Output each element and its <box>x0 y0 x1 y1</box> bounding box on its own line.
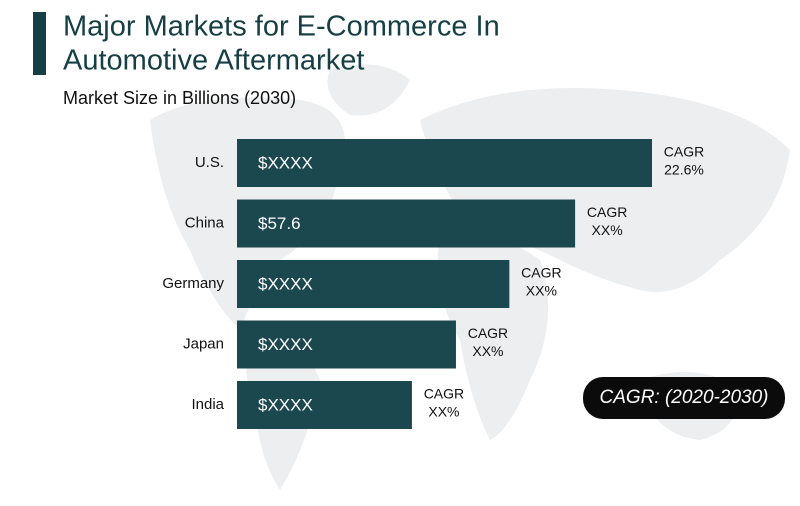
cagr-heading: CAGR <box>424 386 464 402</box>
category-label: U.S. <box>195 154 224 171</box>
bar <box>237 320 456 369</box>
chart-title: Automotive Aftermarket <box>63 45 364 77</box>
cagr-heading: CAGR <box>521 265 561 281</box>
category-label: Germany <box>162 275 224 292</box>
cagr-heading: CAGR <box>468 325 508 341</box>
cagr-heading: CAGR <box>587 204 627 220</box>
value-label: $XXXX <box>258 395 313 414</box>
chart-subtitle: Market Size in Billions (2030) <box>63 88 296 108</box>
cagr-heading: CAGR <box>664 144 704 160</box>
cagr-label: XX% <box>472 343 503 359</box>
badge-box <box>583 377 785 419</box>
chart-title: Major Markets for E-Commerce In <box>63 11 500 43</box>
bar <box>237 260 510 308</box>
title-accent <box>33 12 46 75</box>
cagr-label: 22.6% <box>664 162 704 178</box>
bar <box>237 381 412 429</box>
cagr-label: XX% <box>526 283 557 299</box>
map-greenland <box>327 64 410 116</box>
cagr-label: XX% <box>592 222 623 238</box>
bar <box>237 139 652 187</box>
cagr-label: XX% <box>428 404 459 420</box>
category-label: India <box>191 396 224 413</box>
value-label: $XXXX <box>258 153 313 172</box>
badge-text: CAGR: (2020-2030) <box>600 387 769 408</box>
value-label: $XXXX <box>258 274 313 293</box>
value-label: $57.6 <box>258 214 301 233</box>
value-label: $XXXX <box>258 335 313 354</box>
category-label: China <box>185 214 225 231</box>
bar <box>237 199 576 248</box>
category-label: Japan <box>183 335 224 352</box>
